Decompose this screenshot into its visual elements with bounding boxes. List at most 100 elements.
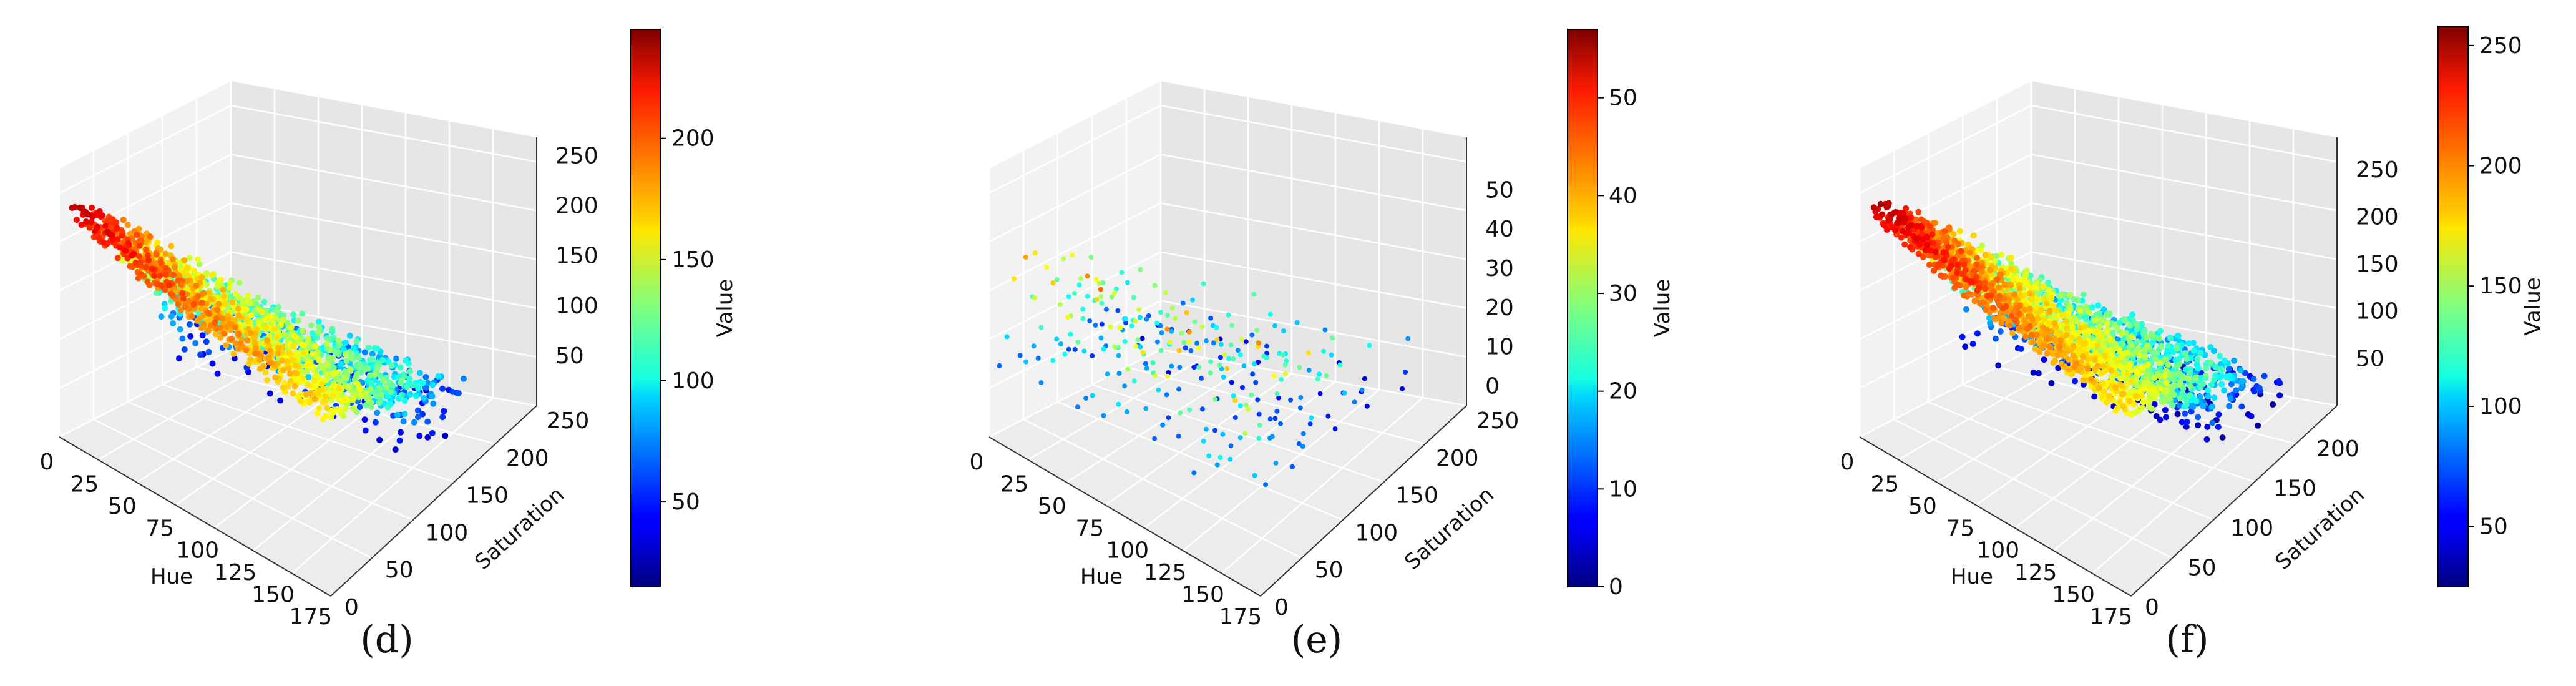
- scatter-point: [1256, 436, 1262, 441]
- y-tick-label: 50: [1315, 557, 1344, 583]
- scatter-point: [149, 265, 155, 272]
- scatter-point: [365, 345, 372, 351]
- scatter-point: [2097, 333, 2104, 340]
- scatter-point: [1066, 346, 1071, 352]
- scatter-point: [2161, 373, 2168, 380]
- scatter-point: [137, 259, 144, 266]
- z-tick-label: 100: [2356, 299, 2399, 325]
- scatter-point: [192, 340, 199, 346]
- scatter-point: [2030, 369, 2037, 376]
- scatter-point: [1072, 291, 1078, 296]
- scatter-point: [324, 335, 331, 341]
- scatter-point: [2137, 358, 2144, 365]
- scatter-point: [1068, 331, 1073, 337]
- scatter-point: [214, 283, 221, 290]
- scatter-point: [1192, 319, 1198, 325]
- scatter-point: [2132, 393, 2139, 399]
- scatter-point: [1922, 247, 1929, 253]
- scatter-point: [1961, 261, 1968, 268]
- scatter-point: [199, 332, 206, 339]
- scatter-point: [320, 365, 326, 371]
- scatter-point: [1905, 224, 1911, 230]
- panel-label: (f): [2165, 618, 2208, 662]
- scatter-point: [1971, 298, 1978, 305]
- scatter-point: [1186, 339, 1192, 345]
- scatter-point: [1252, 473, 1257, 478]
- scatter-point: [1062, 351, 1068, 357]
- scatter-point: [1058, 341, 1063, 346]
- scatter-point: [2170, 382, 2177, 389]
- scatter-point: [2215, 424, 2222, 430]
- scatter-point: [1204, 338, 1209, 343]
- scatter-point: [1915, 208, 1922, 215]
- scatter-point: [1997, 328, 2004, 335]
- scatter-point: [266, 347, 273, 354]
- scatter-point: [2238, 378, 2245, 385]
- scatter-point: [213, 325, 220, 332]
- scatter-point: [1300, 444, 1305, 449]
- scatter-point: [117, 244, 123, 251]
- scatter-point: [2059, 292, 2066, 298]
- scatter-point: [1099, 301, 1105, 306]
- scatter-point: [1050, 280, 1056, 285]
- scatter-point: [2233, 387, 2240, 394]
- scatter-point: [2117, 363, 2124, 370]
- scatter-point: [2104, 328, 2110, 335]
- colorbar-tick-label: 250: [2479, 33, 2522, 59]
- scatter-point: [2120, 403, 2127, 410]
- scatter-point: [374, 366, 380, 373]
- scatter-point: [292, 362, 299, 369]
- scatter-points: [69, 203, 467, 453]
- scatter-point: [1237, 352, 1243, 358]
- scatter-point: [78, 222, 85, 228]
- scatter-point: [2195, 365, 2202, 372]
- scatter-point: [2028, 296, 2035, 303]
- scatter-point: [371, 345, 378, 351]
- scatter-point: [256, 356, 263, 363]
- scatter-point: [1111, 290, 1117, 296]
- scatter-point: [2177, 381, 2183, 388]
- scatter-point: [1231, 393, 1236, 399]
- scatter-point: [2050, 360, 2057, 366]
- scatter-point: [1329, 352, 1334, 358]
- scatter-point: [1400, 386, 1405, 391]
- scatter-point: [2248, 413, 2255, 419]
- scatter-point: [194, 256, 201, 263]
- scatter-point: [2129, 333, 2135, 340]
- scatter-point: [2185, 375, 2192, 382]
- scatter-point: [1208, 370, 1213, 376]
- scatter-point: [1279, 376, 1284, 382]
- scatter-point: [153, 251, 160, 258]
- scatter-point: [1359, 387, 1365, 393]
- scatter-point: [1977, 300, 1984, 307]
- scatter-point: [285, 383, 291, 390]
- scatter-point: [2138, 392, 2145, 399]
- scatter-point: [2144, 379, 2151, 386]
- scatter-point: [1187, 329, 1192, 335]
- scatter-point: [1096, 280, 1102, 286]
- scatter-point: [86, 224, 93, 231]
- scatter-point: [1966, 249, 1973, 256]
- scatter-point: [1221, 374, 1226, 380]
- scatter-point: [2068, 371, 2075, 378]
- scatter-point: [316, 323, 322, 330]
- scatter-point: [124, 222, 131, 228]
- scatter-point: [1986, 315, 1993, 321]
- scatter-point: [1229, 323, 1235, 328]
- scatter-point: [2194, 356, 2201, 363]
- scatter-point: [323, 341, 330, 348]
- scatter-point: [220, 293, 227, 300]
- scatter-point: [1961, 292, 1968, 299]
- colorbar-tick-label: 150: [671, 247, 715, 273]
- scatter-point: [2217, 366, 2224, 373]
- scatter-point: [168, 243, 175, 250]
- x-tick-label: 125: [2014, 560, 2057, 586]
- scatter-point: [354, 381, 361, 388]
- scatter-point: [2187, 369, 2193, 376]
- x-tick-label: 25: [71, 471, 99, 497]
- scatter-point: [1278, 421, 1283, 426]
- scatter-point: [1978, 268, 1985, 275]
- scatter-point: [335, 395, 342, 402]
